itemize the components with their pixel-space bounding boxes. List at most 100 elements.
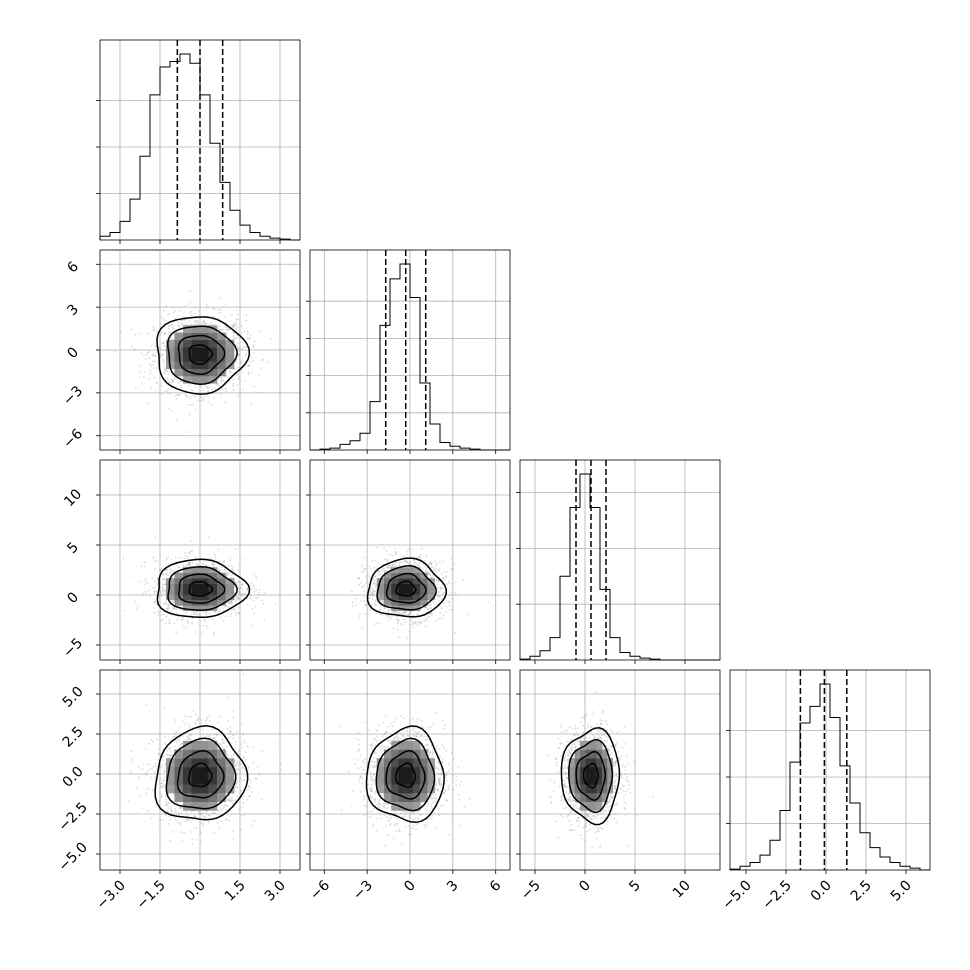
scatter-point	[403, 555, 406, 558]
scatter-point	[218, 312, 220, 314]
scatter-point	[154, 354, 156, 357]
density-cell	[391, 594, 399, 601]
scatter-point	[204, 611, 207, 614]
density-cell	[200, 605, 209, 612]
scatter-point	[168, 618, 170, 621]
scatter-point	[257, 596, 260, 599]
y-tick-label: 3	[64, 302, 82, 320]
scatter-point	[148, 363, 151, 365]
density-cell	[200, 594, 209, 601]
scatter-point	[191, 389, 194, 392]
scatter-point	[403, 560, 405, 562]
scatter-point	[173, 377, 176, 380]
scatter-point	[164, 332, 167, 335]
scatter-point	[374, 575, 377, 578]
scatter-point	[180, 619, 183, 621]
density-cell	[166, 583, 175, 590]
scatter-point	[202, 823, 205, 826]
scatter-point	[177, 325, 180, 327]
scatter-point	[175, 418, 178, 421]
density-cell	[200, 347, 209, 355]
scatter-point	[161, 573, 164, 576]
scatter-point	[175, 608, 178, 611]
scatter-point	[191, 622, 193, 625]
scatter-point	[382, 601, 385, 604]
scatter-point	[378, 562, 381, 565]
scatter-point	[203, 321, 206, 324]
scatter-point	[404, 612, 407, 614]
scatter-point	[169, 572, 172, 575]
scatter-point	[176, 731, 179, 734]
scatter-point	[218, 328, 221, 331]
scatter-point	[219, 328, 221, 331]
scatter-point	[246, 587, 248, 590]
scatter-point	[142, 376, 145, 379]
scatter-point	[241, 359, 243, 362]
scatter-point	[236, 583, 239, 586]
density-cell	[183, 599, 192, 606]
scatter-point	[369, 565, 371, 568]
scatter-point	[184, 552, 186, 554]
density-cell	[208, 339, 218, 348]
scatter-point	[229, 557, 232, 560]
scatter-point	[375, 584, 377, 587]
scatter-point	[258, 594, 261, 596]
scatter-point	[402, 623, 405, 626]
scatter-point	[139, 370, 141, 373]
scatter-point	[219, 385, 222, 388]
scatter-point	[238, 590, 241, 593]
scatter-point	[162, 358, 165, 361]
scatter-point	[182, 564, 185, 567]
scatter-point	[181, 618, 184, 621]
scatter-point	[220, 616, 223, 619]
scatter-point	[146, 351, 149, 354]
density-cell	[391, 567, 399, 573]
scatter-point	[253, 351, 255, 354]
scatter-point	[439, 605, 441, 608]
scatter-point	[145, 774, 147, 776]
scatter-point	[161, 342, 164, 345]
scatter-point	[241, 583, 244, 586]
scatter-point	[201, 321, 204, 324]
scatter-point	[437, 596, 440, 599]
density-cell	[398, 578, 407, 584]
density-cell	[200, 325, 209, 333]
scatter-point	[364, 612, 367, 615]
scatter-point	[362, 595, 365, 598]
density-cell	[191, 375, 201, 384]
scatter-point	[428, 572, 431, 575]
scatter-point	[379, 613, 382, 616]
scatter-point	[401, 561, 404, 564]
scatter-point	[396, 622, 399, 625]
scatter-point	[213, 323, 216, 326]
scatter-point	[229, 337, 231, 340]
scatter-point	[167, 603, 170, 606]
scatter-point	[452, 567, 455, 570]
scatter-point	[142, 592, 144, 595]
scatter-point	[439, 587, 442, 590]
scatter-point	[156, 577, 159, 579]
scatter-point	[167, 327, 170, 330]
scatter-point	[153, 591, 156, 594]
x-tick-label: 2.5	[848, 878, 875, 905]
scatter-point	[424, 553, 427, 556]
scatter-point	[359, 600, 362, 603]
scatter-point	[143, 561, 146, 564]
scatter-point	[143, 354, 145, 357]
scatter-point	[187, 384, 190, 387]
scatter-point	[253, 586, 256, 589]
scatter-point	[233, 609, 236, 612]
scatter-point	[413, 562, 416, 564]
scatter-point	[232, 331, 235, 334]
scatter-point	[442, 592, 444, 594]
scatter-point	[211, 563, 214, 566]
scatter-point	[147, 332, 149, 335]
scatter-point	[171, 379, 174, 382]
histogram-bars	[729, 683, 930, 871]
density-cell	[191, 583, 201, 590]
scatter-point	[163, 365, 165, 367]
scatter-point	[164, 559, 167, 562]
scatter-point	[214, 555, 216, 558]
scatter-point	[140, 352, 143, 355]
